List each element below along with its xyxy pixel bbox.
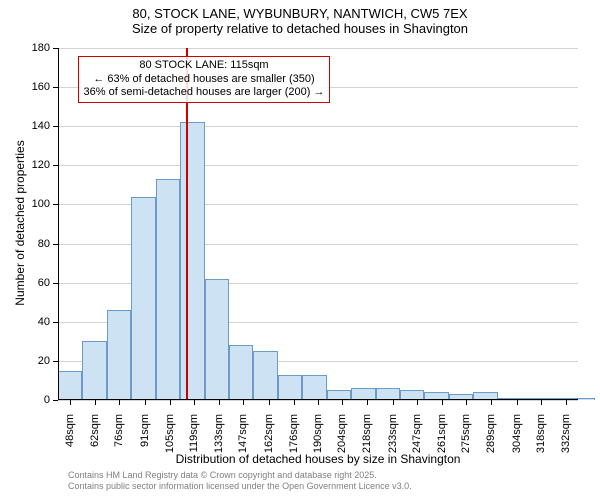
histogram-bar — [180, 122, 204, 400]
xtick-label: 332sqm — [560, 414, 572, 464]
annotation-line-3: 36% of semi-detached houses are larger (… — [83, 86, 325, 100]
histogram-bar — [229, 345, 253, 400]
grid-line — [58, 48, 578, 49]
xtick-mark — [393, 400, 394, 405]
ytick-mark — [53, 126, 58, 127]
y-axis-line — [58, 48, 59, 400]
xtick-label: 76sqm — [113, 414, 125, 464]
xtick-mark — [269, 400, 270, 405]
xtick-label: 275sqm — [460, 414, 472, 464]
xtick-mark — [342, 400, 343, 405]
xtick-mark — [318, 400, 319, 405]
xtick-label: 48sqm — [64, 414, 76, 464]
histogram-bar — [205, 279, 229, 400]
ytick-mark — [53, 322, 58, 323]
ytick-label: 40 — [0, 316, 50, 328]
histogram-bar — [302, 375, 326, 400]
ytick-mark — [53, 361, 58, 362]
ytick-label: 120 — [0, 159, 50, 171]
xtick-mark — [417, 400, 418, 405]
xtick-mark — [70, 400, 71, 405]
xtick-mark — [194, 400, 195, 405]
xtick-mark — [367, 400, 368, 405]
xtick-mark — [219, 400, 220, 405]
histogram-bar — [82, 341, 106, 400]
annotation-line-1: 80 STOCK LANE: 115sqm — [83, 59, 325, 73]
ytick-label: 140 — [0, 120, 50, 132]
xtick-mark — [491, 400, 492, 405]
xtick-mark — [170, 400, 171, 405]
xtick-label: 204sqm — [336, 414, 348, 464]
license-line-1: Contains HM Land Registry data © Crown c… — [68, 470, 412, 481]
ytick-mark — [53, 87, 58, 88]
ytick-label: 100 — [0, 198, 50, 210]
xtick-label: 176sqm — [288, 414, 300, 464]
xtick-label: 105sqm — [164, 414, 176, 464]
xtick-mark — [566, 400, 567, 405]
annotation-box: 80 STOCK LANE: 115sqm ← 63% of detached … — [78, 56, 330, 103]
ytick-label: 160 — [0, 81, 50, 93]
xtick-mark — [95, 400, 96, 405]
ytick-mark — [53, 244, 58, 245]
xtick-mark — [243, 400, 244, 405]
xtick-mark — [119, 400, 120, 405]
xtick-label: 190sqm — [312, 414, 324, 464]
xtick-label: 261sqm — [436, 414, 448, 464]
license-line-2: Contains public sector information licen… — [68, 481, 412, 492]
xtick-label: 247sqm — [411, 414, 423, 464]
xtick-label: 318sqm — [535, 414, 547, 464]
xtick-label: 289sqm — [485, 414, 497, 464]
xtick-label: 218sqm — [361, 414, 373, 464]
ytick-mark — [53, 165, 58, 166]
xtick-mark — [294, 400, 295, 405]
ytick-label: 20 — [0, 355, 50, 367]
xtick-label: 133sqm — [213, 414, 225, 464]
grid-line — [58, 165, 578, 166]
license-text: Contains HM Land Registry data © Crown c… — [68, 470, 412, 492]
xtick-mark — [442, 400, 443, 405]
xtick-mark — [517, 400, 518, 405]
histogram-bar — [253, 351, 277, 400]
histogram-bar — [156, 179, 180, 400]
ytick-label: 0 — [0, 394, 50, 406]
ytick-mark — [53, 204, 58, 205]
ytick-label: 180 — [0, 42, 50, 54]
ytick-label: 80 — [0, 238, 50, 250]
xtick-label: 233sqm — [387, 414, 399, 464]
histogram-bar — [107, 310, 131, 400]
histogram-bar — [131, 197, 155, 400]
histogram-bar — [278, 375, 302, 400]
ytick-label: 60 — [0, 277, 50, 289]
xtick-label: 162sqm — [263, 414, 275, 464]
xtick-label: 304sqm — [511, 414, 523, 464]
xtick-label: 91sqm — [139, 414, 151, 464]
chart-title-main: 80, STOCK LANE, WYBUNBURY, NANTWICH, CW5… — [0, 0, 600, 21]
annotation-line-2: ← 63% of detached houses are smaller (35… — [83, 73, 325, 87]
xtick-mark — [466, 400, 467, 405]
ytick-mark — [53, 48, 58, 49]
histogram-bar — [58, 371, 82, 400]
xtick-label: 147sqm — [237, 414, 249, 464]
ytick-mark — [53, 283, 58, 284]
ytick-mark — [53, 400, 58, 401]
xtick-label: 119sqm — [188, 414, 200, 464]
xtick-mark — [541, 400, 542, 405]
xtick-label: 62sqm — [89, 414, 101, 464]
grid-line — [58, 126, 578, 127]
chart-title-sub: Size of property relative to detached ho… — [0, 21, 600, 36]
xtick-mark — [145, 400, 146, 405]
